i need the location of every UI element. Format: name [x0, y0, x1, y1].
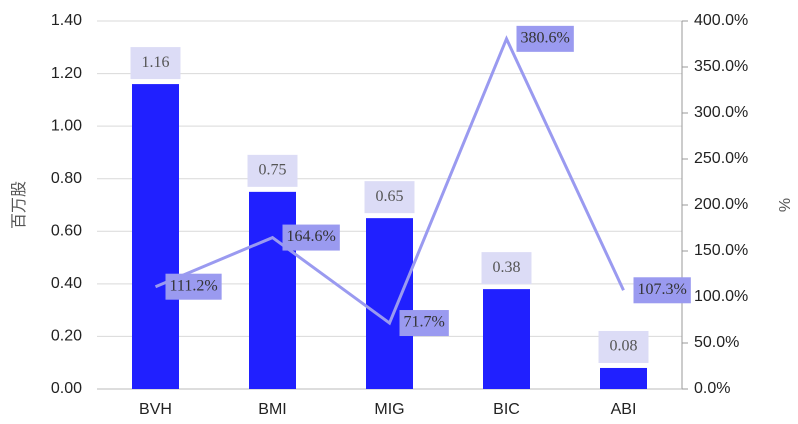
- bar-label: 1.16: [142, 54, 170, 71]
- line-label-bg: [633, 277, 691, 304]
- line-label-bg: [282, 224, 340, 251]
- bar: [249, 191, 296, 389]
- bar-label-bg: [481, 252, 532, 285]
- bar-label-bg: [247, 154, 298, 187]
- line-label: 107.3%: [638, 281, 687, 298]
- line-label-bg: [399, 310, 449, 337]
- bar: [483, 289, 530, 389]
- line-label-bg: [516, 25, 574, 52]
- line: [154, 35, 625, 326]
- x-tick-label: BVH: [139, 401, 172, 418]
- bar-label-bg: [130, 47, 181, 80]
- x-tick-label: BMI: [258, 401, 286, 418]
- y2-tick-label: 0.0%: [694, 380, 730, 397]
- bar-label: 0.75: [259, 162, 287, 179]
- line-label: 111.2%: [170, 277, 218, 294]
- y-tick-label: 0.40: [51, 275, 82, 292]
- y2-tick-label: 400.0%: [694, 12, 748, 29]
- y2-tick-label: 100.0%: [694, 288, 748, 305]
- y2-tick-label: 350.0%: [694, 58, 748, 75]
- y-tick-label: 1.20: [51, 65, 82, 82]
- y-tick-label: 0.80: [51, 170, 82, 187]
- bar: [600, 367, 647, 389]
- y2-tick-label: 50.0%: [694, 334, 739, 351]
- y-tick-label: 1.00: [51, 117, 82, 134]
- y-tick-label: 0.20: [51, 328, 82, 345]
- y-axis-label: 百万股: [10, 181, 28, 229]
- bar: [132, 84, 179, 389]
- y2-tick-label: 150.0%: [694, 242, 748, 259]
- line-label: 380.6%: [521, 30, 570, 47]
- x-tick-label: BIC: [493, 401, 520, 418]
- bar: [366, 218, 413, 389]
- y-tick-label: 1.40: [51, 12, 82, 29]
- bar-label-bg: [364, 181, 415, 214]
- y2-tick-label: 250.0%: [694, 150, 748, 167]
- bar-label: 0.65: [376, 188, 404, 205]
- y2-tick-label: 200.0%: [694, 196, 748, 213]
- y2-tick-label: 300.0%: [694, 104, 748, 121]
- bar-label-bg: [598, 330, 649, 363]
- x-tick-label: ABI: [611, 401, 637, 418]
- x-tick-label: MIG: [374, 401, 404, 418]
- line-label: 71.7%: [404, 314, 445, 331]
- y-tick-label: 0.60: [51, 223, 82, 240]
- bar-label: 0.08: [610, 338, 638, 355]
- bar-label: 0.38: [493, 259, 521, 276]
- line-label: 164.6%: [287, 228, 336, 245]
- line-label-bg: [165, 273, 222, 300]
- y2-axis-label: %: [777, 198, 794, 212]
- y-tick-label: 0.00: [51, 380, 82, 397]
